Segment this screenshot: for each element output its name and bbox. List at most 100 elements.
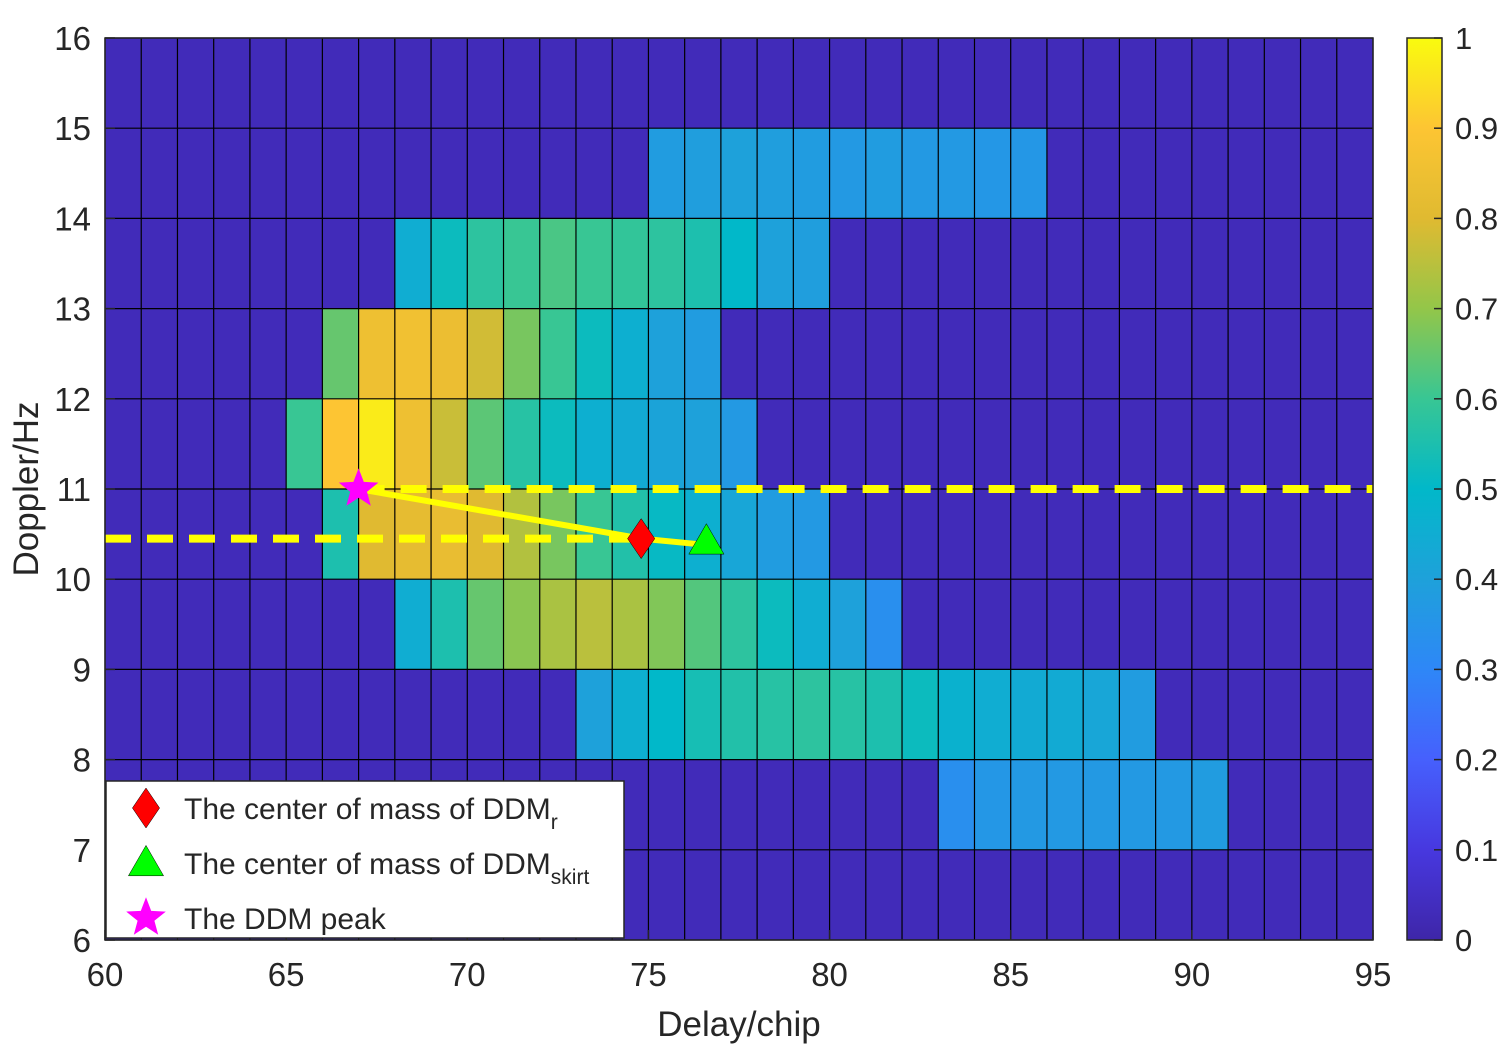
y-tick-label: 16 (54, 20, 91, 57)
heatmap-cell (1010, 759, 1047, 850)
heatmap-cell (1083, 669, 1120, 760)
heatmap-cell (322, 489, 359, 580)
heatmap-cell (829, 128, 866, 219)
x-axis: 60 65 70 75 80 85 90 95 (87, 930, 1391, 993)
legend-entry-label: The center of mass of DDMr (184, 793, 558, 834)
heatmap-cell (684, 398, 721, 489)
heatmap-cell (612, 308, 649, 399)
heatmap-cell (648, 489, 685, 580)
heatmap-cell (612, 579, 649, 670)
x-tick-label: 75 (630, 956, 667, 993)
heatmap-cell (431, 579, 468, 670)
heatmap-cell (575, 308, 613, 399)
y-tick-label: 6 (73, 922, 91, 959)
x-tick-label: 90 (1173, 956, 1210, 993)
heatmap-cell (720, 218, 758, 309)
heatmap-cell (793, 579, 830, 670)
heatmap-cell (720, 398, 758, 489)
heatmap-cell (902, 128, 939, 219)
heatmap-cell (467, 579, 504, 670)
heatmap-cell (394, 579, 432, 670)
heatmap-cell (539, 579, 576, 670)
heatmap-cell (1046, 669, 1084, 760)
heatmap-cell (793, 218, 830, 309)
heatmap-cell (757, 218, 794, 309)
y-tick-label: 8 (73, 742, 91, 779)
heatmap-cell (757, 489, 794, 580)
heatmap-cell (1010, 669, 1047, 760)
y-axis-label: Doppler/Hz (7, 401, 46, 576)
heatmap-cell (720, 128, 758, 219)
heatmap-cell (793, 669, 830, 760)
legend-entry-label: The center of mass of DDMskirt (184, 848, 589, 889)
heatmap-cell (539, 218, 576, 309)
heatmap-cell (938, 759, 975, 850)
heatmap-cell (575, 579, 613, 670)
heatmap-cell (503, 579, 540, 670)
legend-entry-label: The DDM peak (184, 903, 387, 936)
heatmap-cell (1191, 759, 1229, 850)
heatmap-cell (503, 398, 540, 489)
heatmap-cell (793, 489, 830, 580)
colorbar-tick-label: 0 (1455, 923, 1472, 958)
heatmap-cell (757, 579, 794, 670)
overlay-markers (338, 468, 725, 560)
y-tick-label: 13 (54, 291, 91, 328)
center-of-mass-ddmskirt-marker (688, 523, 725, 555)
heatmap-cell (684, 579, 721, 670)
heatmap-cell (974, 128, 1011, 219)
legend-star-icon (126, 897, 166, 935)
colorbar-tick-label: 0.7 (1455, 292, 1498, 327)
heatmap-cell (503, 308, 540, 399)
heatmap-cell (539, 489, 576, 580)
heatmap-cell (431, 398, 468, 489)
colorbar-tick-label: 0.3 (1455, 652, 1498, 687)
heatmap-cell (793, 128, 830, 219)
x-tick-label: 80 (811, 956, 848, 993)
colorbar-tick-label: 0.9 (1455, 111, 1498, 146)
center-of-mass-ddmr-marker (627, 518, 656, 560)
heatmap-cell (431, 218, 468, 309)
heatmap-cell (1010, 128, 1047, 219)
heatmap-cell (757, 128, 794, 219)
heatmap-cell (1046, 759, 1084, 850)
heatmap-cell (1155, 759, 1192, 850)
legend-box (105, 780, 625, 939)
heatmap-cell (1119, 669, 1156, 760)
colorbar-tick-label: 0.4 (1455, 562, 1498, 597)
heatmap-cell (394, 489, 432, 580)
heatmap-cell (720, 669, 758, 760)
y-axis: 6 7 8 9 10 11 12 13 14 15 16 (54, 20, 115, 959)
heatmap-cell (648, 128, 685, 219)
heatmap-cell (358, 308, 395, 399)
heatmap-cell (575, 398, 613, 489)
heatmap-cell (720, 579, 758, 670)
heatmap-cell (684, 308, 721, 399)
y-tick-label: 11 (57, 471, 91, 508)
heatmap-cell (358, 489, 395, 580)
heatmap-cell (575, 218, 613, 309)
heatmap-cell (902, 669, 939, 760)
heatmap-cell (974, 759, 1011, 850)
heatmap-cell (612, 669, 649, 760)
legend-triangle-icon (127, 844, 165, 877)
heatmap-cell (829, 579, 866, 670)
y-tick-label: 10 (54, 561, 91, 598)
heatmap-cell (938, 128, 975, 219)
x-axis-label: Delay/chip (657, 1005, 820, 1044)
heatmap-cell (467, 218, 504, 309)
heatmap-cells (286, 128, 1229, 850)
heatmap-cell (612, 218, 649, 309)
heatmap-cell (684, 669, 721, 760)
heatmap-cell (829, 669, 866, 760)
heatmap-cell (394, 308, 432, 399)
heatmap-cell (503, 489, 540, 580)
heatmap-cell (467, 398, 504, 489)
y-tick-label: 7 (73, 832, 91, 869)
colorbar-tick-label: 0.5 (1455, 472, 1498, 507)
heatmap-cell (684, 218, 721, 309)
colorbar: 0 0.1 0.2 0.3 0.4 0.5 0.6 0.7 0.8 0.9 1 (1406, 21, 1498, 958)
legend-entry-subscript: r (551, 811, 558, 834)
heatmap-cell (539, 308, 576, 399)
